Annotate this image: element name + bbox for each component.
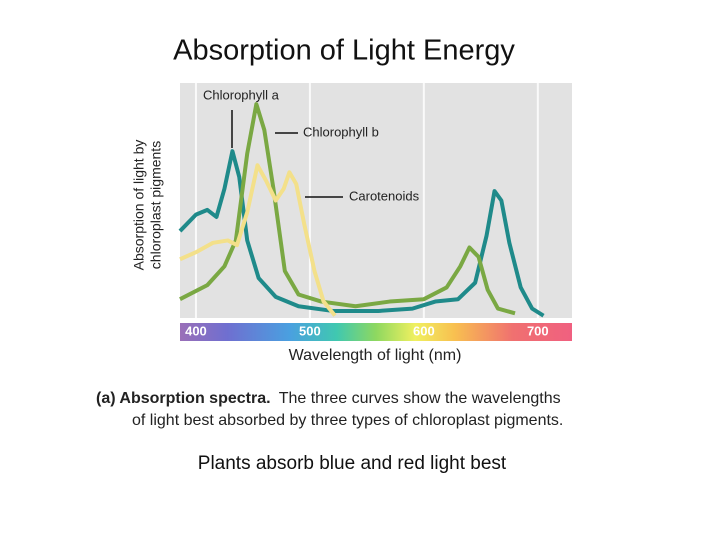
footer-text: Plants absorb blue and red light best <box>198 453 507 474</box>
series-line <box>179 102 516 316</box>
annotation: Chlorophyll a <box>203 87 280 102</box>
x-tick-label: 500 <box>299 323 321 338</box>
x-tick-label: 700 <box>527 323 549 338</box>
y-axis-label: Absorption of light by <box>131 140 147 271</box>
x-axis-label: Wavelength of light (nm) <box>289 347 462 364</box>
series-line <box>178 149 545 318</box>
caption-line: of light best absorbed by three types of… <box>132 412 563 429</box>
caption: (a) Absorption spectra. The three curves… <box>96 390 561 407</box>
plot-background <box>180 83 572 318</box>
annotation: Carotenoids <box>349 188 420 203</box>
caption-line: The three curves show the wavelengths <box>279 390 561 407</box>
x-tick-label: 400 <box>185 323 207 338</box>
slide-title: Absorption of Light Energy <box>173 35 515 67</box>
spectrum-bar <box>180 323 572 341</box>
caption-lead: (a) Absorption spectra. <box>96 390 271 407</box>
series-line <box>179 163 337 317</box>
annotation: Chlorophyll b <box>303 124 379 139</box>
y-axis-label: chloroplast pigments <box>148 141 164 269</box>
x-tick-label: 600 <box>413 323 435 338</box>
